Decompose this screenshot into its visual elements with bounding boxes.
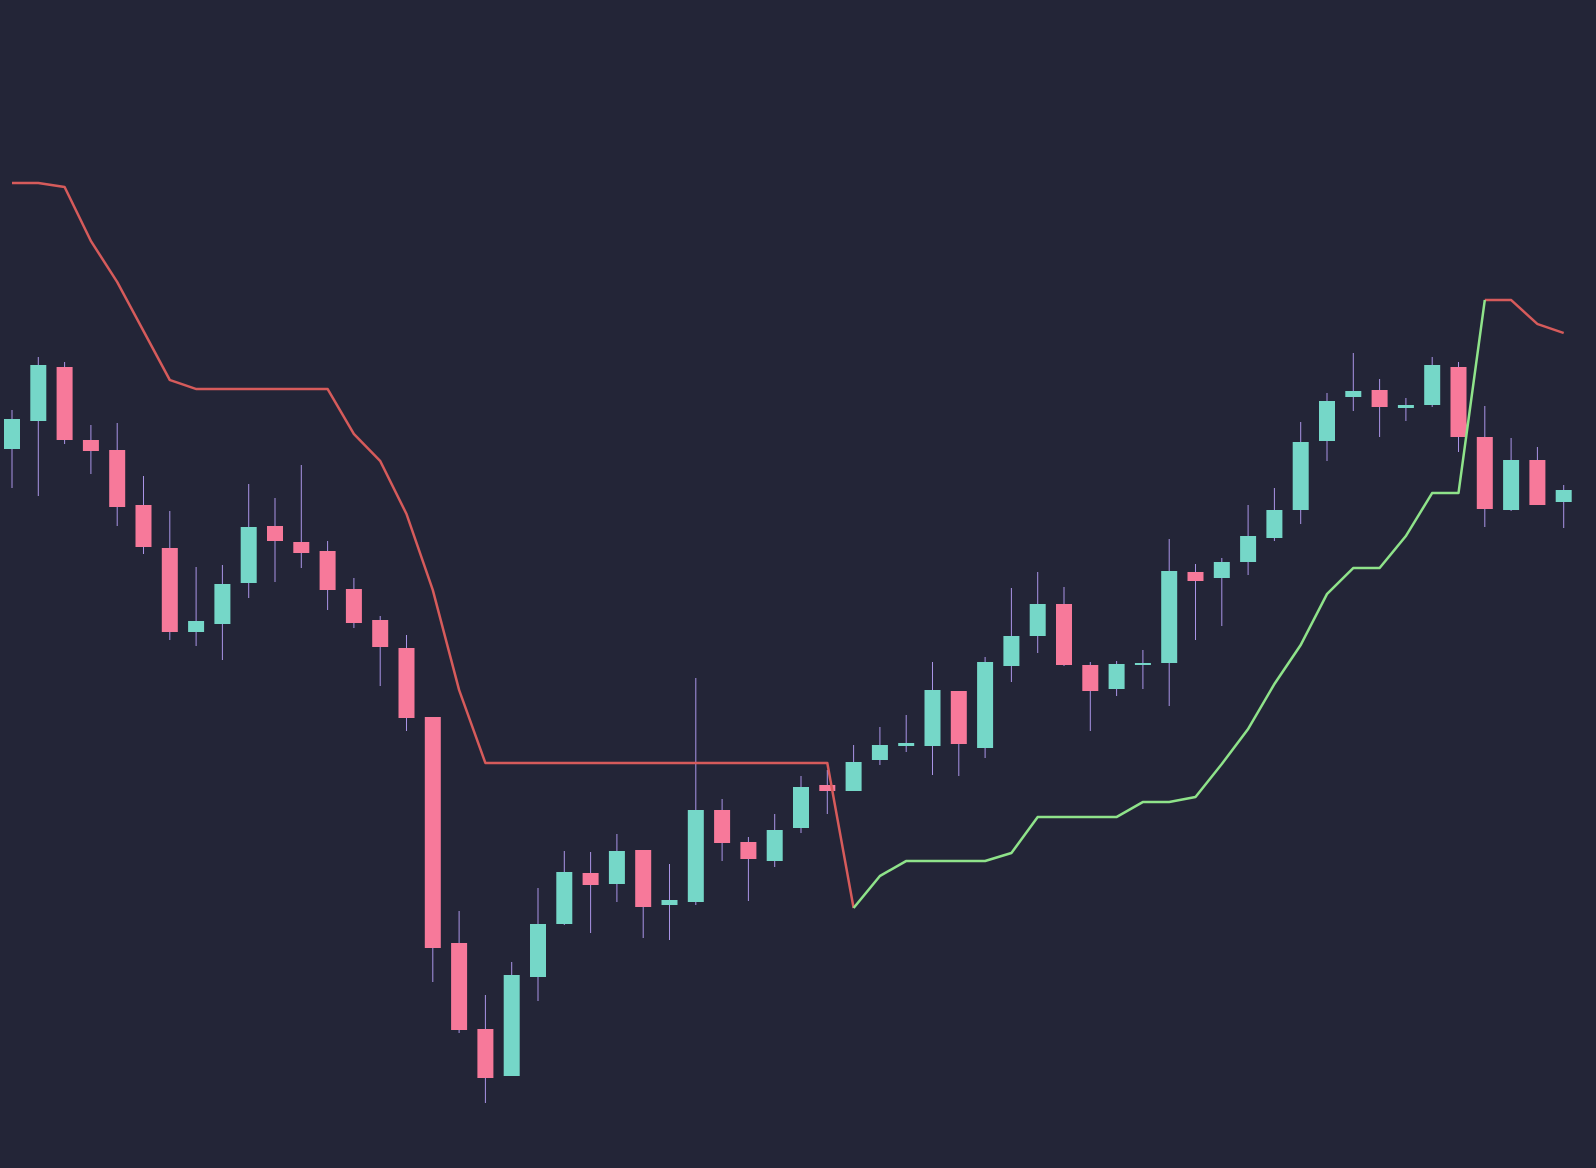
candle-body bbox=[477, 1029, 494, 1078]
candle-body bbox=[240, 527, 257, 583]
candle-body bbox=[530, 924, 546, 977]
candle-body bbox=[214, 584, 231, 624]
candle-body bbox=[819, 785, 836, 791]
candle-body bbox=[1161, 571, 1178, 663]
candle-body bbox=[661, 900, 678, 905]
candle-body bbox=[766, 830, 783, 861]
candle-body bbox=[267, 526, 283, 541]
candle-body bbox=[345, 589, 362, 623]
candle-body bbox=[1345, 391, 1362, 397]
candle-body bbox=[451, 943, 468, 1030]
candle-body bbox=[30, 365, 47, 421]
candle-body bbox=[372, 620, 389, 647]
candle-body bbox=[582, 873, 599, 885]
candle-body bbox=[293, 542, 310, 553]
candle-body bbox=[740, 842, 757, 859]
candle-body bbox=[845, 762, 862, 791]
candle-body bbox=[1476, 437, 1493, 509]
candle-body bbox=[109, 450, 126, 507]
candle-body bbox=[56, 367, 73, 440]
candle-body bbox=[1213, 562, 1230, 578]
candle-body bbox=[1187, 572, 1204, 581]
candle-body bbox=[424, 717, 441, 948]
candle-body bbox=[977, 662, 994, 748]
candle-body bbox=[1529, 460, 1546, 505]
trend-line bbox=[12, 181, 1565, 909]
candle-body bbox=[1371, 390, 1388, 407]
candle-body bbox=[898, 743, 915, 746]
candle-body bbox=[1003, 636, 1020, 666]
candle-body bbox=[924, 690, 941, 746]
candle-body bbox=[4, 419, 20, 449]
candle-body bbox=[1056, 604, 1072, 665]
trend-line bbox=[852, 299, 1487, 909]
candle-body bbox=[1319, 401, 1335, 441]
candle-body bbox=[871, 745, 888, 760]
candle-body bbox=[1108, 664, 1125, 689]
candle-body bbox=[161, 548, 178, 632]
candle-body bbox=[1266, 510, 1283, 538]
candle-body bbox=[319, 551, 336, 590]
candle-body bbox=[1029, 604, 1046, 636]
candle-body bbox=[1082, 665, 1099, 691]
candle-body bbox=[82, 440, 99, 451]
candle-body bbox=[1397, 405, 1414, 408]
candle-body bbox=[503, 975, 520, 1076]
candle-body bbox=[635, 850, 652, 907]
candle-body bbox=[135, 505, 152, 547]
candle-body bbox=[950, 691, 967, 744]
candle-body bbox=[608, 851, 625, 884]
candle-body bbox=[188, 621, 205, 632]
candle-body bbox=[1134, 663, 1151, 665]
candle-body bbox=[1450, 367, 1467, 437]
candle-body bbox=[1555, 490, 1572, 502]
candle-body bbox=[1503, 460, 1520, 510]
candle-body bbox=[1424, 365, 1441, 405]
candle-body bbox=[1292, 442, 1309, 510]
candle-body bbox=[556, 872, 573, 924]
candle-body bbox=[793, 787, 809, 828]
candle-body bbox=[398, 648, 415, 718]
candle-body bbox=[1240, 536, 1257, 562]
candle-body bbox=[714, 810, 731, 843]
candle-body bbox=[687, 810, 704, 902]
